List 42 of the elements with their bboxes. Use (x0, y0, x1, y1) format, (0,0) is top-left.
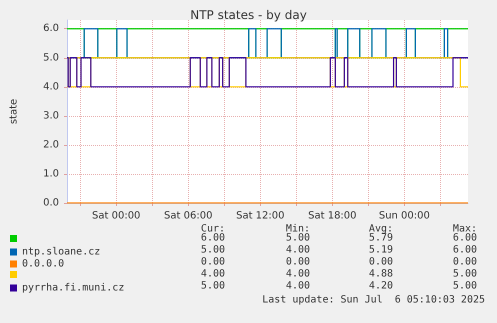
legend-label: ntp.sloane.cz (22, 246, 100, 258)
text: 0.00 (452, 256, 478, 268)
text: 5.00 (452, 280, 478, 292)
text: 6.00 (200, 232, 226, 244)
text: 0.00 (368, 256, 394, 268)
text: 4.20 (368, 280, 394, 292)
text: 4.00 (286, 244, 310, 256)
text: 4.00 (286, 280, 310, 292)
text: 5.00 (200, 244, 226, 256)
text: 4.88 (368, 268, 394, 280)
y-tick-label: 1.0 (43, 168, 59, 180)
text: 5.79 (368, 232, 394, 244)
text: 6.00 (452, 244, 478, 256)
y-axis-title: state (8, 98, 20, 124)
text: 5.00 (452, 268, 478, 280)
text: Last update: Sun Jul 6 05:10:03 2025 (262, 294, 486, 306)
x-tick-label: Sun 00:00 (378, 210, 430, 222)
legend-label: pyrrha.fi.muni.cz (22, 282, 124, 294)
y-tick-label: 5.0 (43, 52, 59, 64)
y-tick-label: 3.0 (43, 110, 59, 122)
x-tick-label: Sat 18:00 (308, 210, 357, 222)
chart-title: NTP states - by day (190, 8, 307, 22)
text: 5.19 (368, 244, 394, 256)
x-tick-label: Sat 00:00 (92, 210, 140, 222)
y-tick-label: 2.0 (43, 139, 59, 150)
y-tick-label: 0.0 (43, 198, 59, 208)
text: Min: (286, 224, 310, 234)
text: Max: (452, 224, 478, 234)
legend-label: 0.0.0.0 (22, 258, 64, 270)
text: 6.00 (452, 232, 478, 244)
text: Avg: (368, 224, 394, 234)
text: 5.00 (286, 232, 310, 244)
y-tick-label: 4.0 (43, 81, 59, 92)
text: 5.00 (200, 280, 226, 292)
y-tick-label: 6.0 (43, 23, 59, 34)
text: 4.00 (286, 268, 310, 280)
text: 4.00 (200, 268, 226, 280)
text: Cur: (200, 224, 226, 234)
text: 0.00 (200, 256, 226, 268)
text: 0.00 (286, 256, 310, 268)
x-tick-label: Sat 06:00 (164, 210, 212, 222)
x-tick-label: Sat 12:00 (236, 210, 284, 222)
